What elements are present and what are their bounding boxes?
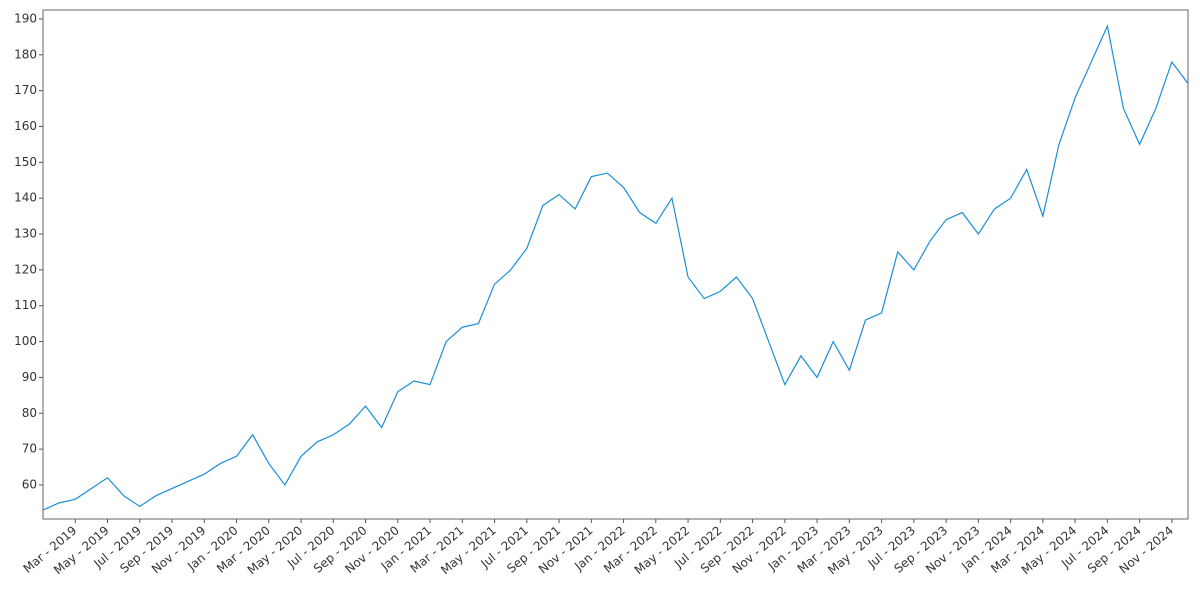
y-tick-label: 190 [14,11,37,25]
y-tick-label: 130 [14,227,37,241]
y-tick-label: 120 [14,262,37,276]
y-tick-label: 70 [22,442,37,456]
y-tick-label: 180 [14,47,37,61]
y-tick-label: 110 [14,298,37,312]
y-tick-label: 100 [14,334,37,348]
y-tick-label: 170 [14,83,37,97]
y-tick-label: 150 [14,155,37,169]
y-tick-label: 140 [14,191,37,205]
y-tick-label: 80 [22,406,37,420]
y-tick-label: 160 [14,119,37,133]
y-tick-label: 90 [22,370,37,384]
plot-frame [42,9,1189,520]
series-line [42,24,1189,511]
y-tick-label: 60 [22,477,37,491]
